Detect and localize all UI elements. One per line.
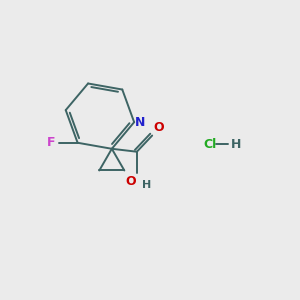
Text: N: N: [135, 116, 146, 129]
Text: H: H: [231, 138, 241, 151]
Text: Cl: Cl: [203, 138, 216, 151]
Text: O: O: [125, 175, 136, 188]
Text: O: O: [153, 122, 164, 134]
Text: F: F: [47, 136, 56, 149]
Text: H: H: [142, 180, 151, 190]
